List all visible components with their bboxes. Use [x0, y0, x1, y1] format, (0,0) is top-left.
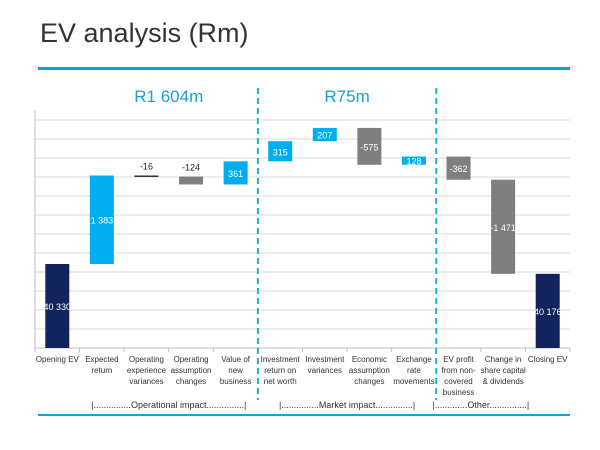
- category-label-0: Opening EV: [36, 355, 80, 364]
- group-total-1: R75m: [324, 87, 369, 106]
- category-label-3: Operating: [173, 355, 208, 364]
- bottom-rule: [38, 414, 570, 416]
- category-label-7: changes: [354, 377, 384, 386]
- category-label-8: movements: [393, 377, 434, 386]
- category-label-9: EV profit: [443, 355, 474, 364]
- bar-5: [268, 141, 293, 162]
- category-label-8: Exchange: [396, 355, 432, 364]
- data-label-10: -1 471: [490, 223, 516, 233]
- category-label-11: Closing EV: [528, 355, 568, 364]
- data-label-1: 1 383: [91, 216, 114, 226]
- bar-3: [179, 176, 204, 185]
- category-label-9: business: [443, 388, 475, 397]
- category-label-5: return on: [264, 366, 296, 375]
- category-label-6: variances: [308, 366, 342, 375]
- category-label-5: net worth: [264, 377, 297, 386]
- group-total-0: R1 604m: [134, 87, 203, 106]
- category-label-9: from non-: [441, 366, 476, 375]
- group-label-2: |.............Other...............|: [432, 400, 529, 410]
- slide-title: EV analysis (Rm): [40, 18, 249, 48]
- data-label-0: 40 330: [44, 302, 72, 312]
- category-label-5: Investment: [261, 355, 301, 364]
- category-label-4: Value of: [221, 355, 251, 364]
- category-label-3: assumption: [171, 366, 212, 375]
- bar-6: [312, 127, 337, 142]
- bar-7: [357, 127, 382, 165]
- category-label-4: new: [228, 366, 243, 375]
- bar-9: [446, 156, 471, 180]
- category-label-6: Investment: [305, 355, 345, 364]
- bar-2: [134, 175, 159, 177]
- category-label-10: Change in: [485, 355, 521, 364]
- data-label-8: 128: [406, 157, 421, 167]
- category-label-2: variances: [129, 377, 163, 386]
- data-label-4: 361: [228, 169, 243, 179]
- category-label-3: changes: [176, 377, 206, 386]
- data-label-5: 315: [273, 147, 288, 157]
- bar-1: [89, 175, 114, 264]
- category-label-2: experience: [127, 366, 167, 375]
- category-label-2: Operating: [129, 355, 164, 364]
- bar-4: [223, 161, 248, 185]
- data-label-11: 40 176: [534, 307, 562, 317]
- data-label-3: -124: [182, 163, 200, 173]
- data-label-7: -575: [360, 142, 378, 152]
- category-label-7: Economic: [352, 355, 387, 364]
- bar-11: [535, 273, 560, 348]
- category-label-9: covered: [444, 377, 472, 386]
- bar-8: [401, 156, 426, 165]
- category-label-10: share capital: [480, 366, 526, 375]
- category-label-8: rate: [407, 366, 421, 375]
- category-label-1: Expected: [85, 355, 118, 364]
- group-label-1: |...............Market impact...........…: [279, 400, 415, 410]
- data-label-6: 207: [317, 131, 332, 141]
- category-label-7: assumption: [349, 366, 390, 375]
- data-label-2: -16: [140, 161, 153, 171]
- category-label-4: business: [220, 377, 252, 386]
- category-label-1: return: [91, 366, 112, 375]
- title-rule: [38, 67, 570, 70]
- bar-0: [45, 264, 70, 348]
- category-label-10: & dividends: [482, 377, 523, 386]
- group-label-0: |...............Operational impact......…: [91, 400, 246, 410]
- data-label-9: -362: [450, 164, 468, 174]
- bar-10: [491, 179, 516, 274]
